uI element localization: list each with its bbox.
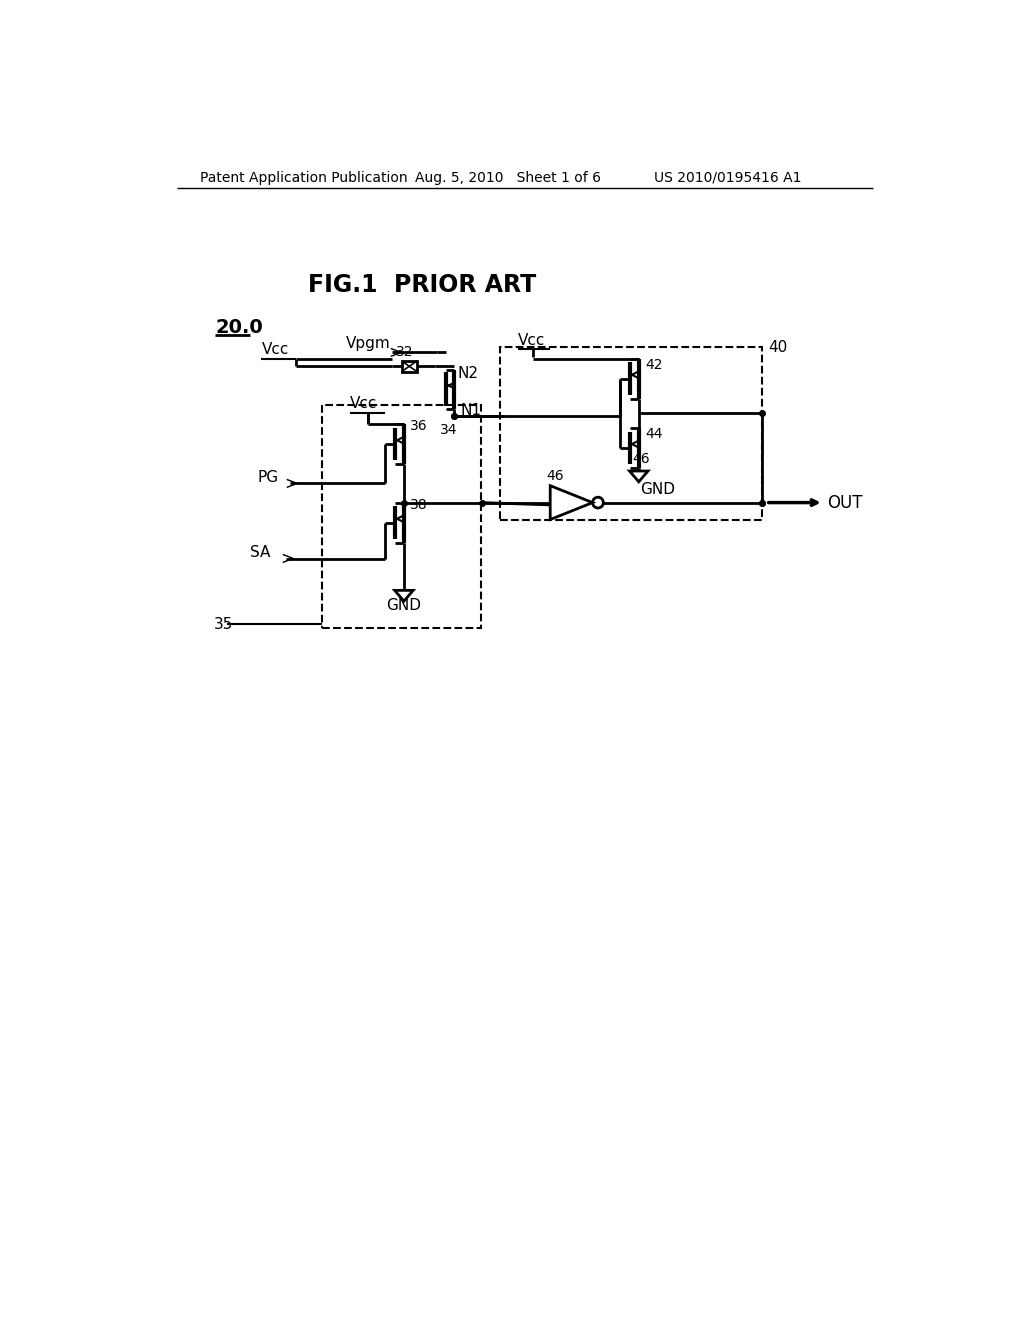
Text: 20.0: 20.0	[215, 318, 263, 338]
Text: SA: SA	[250, 545, 270, 560]
Text: GND: GND	[386, 598, 422, 612]
Text: Vpgm: Vpgm	[346, 335, 391, 351]
Text: Vcc: Vcc	[261, 342, 289, 356]
Text: 44: 44	[645, 428, 663, 441]
Text: US 2010/0195416 A1: US 2010/0195416 A1	[654, 170, 802, 185]
Text: N2: N2	[458, 367, 479, 381]
Text: 40: 40	[768, 339, 787, 355]
Text: >: >	[388, 343, 402, 362]
Text: PG: PG	[258, 470, 279, 484]
Text: >: >	[285, 474, 299, 492]
Text: 36: 36	[410, 420, 428, 433]
Text: 46: 46	[547, 469, 564, 483]
Bar	[401, 360, 417, 372]
Text: OUT: OUT	[827, 494, 863, 512]
Text: >: >	[281, 550, 295, 568]
Text: Aug. 5, 2010   Sheet 1 of 6: Aug. 5, 2010 Sheet 1 of 6	[416, 170, 601, 185]
Text: 38: 38	[410, 498, 428, 512]
Text: FIG.1  PRIOR ART: FIG.1 PRIOR ART	[307, 273, 536, 297]
Text: Patent Application Publication: Patent Application Publication	[200, 170, 408, 185]
Bar	[500, 347, 762, 520]
Text: N1: N1	[460, 403, 481, 417]
Text: GND: GND	[640, 482, 675, 498]
Text: Vcc: Vcc	[350, 396, 378, 411]
Text: 42: 42	[645, 358, 663, 372]
Text: 34: 34	[440, 424, 458, 437]
Text: 35: 35	[214, 616, 233, 632]
Text: 46: 46	[633, 451, 650, 466]
Text: 32: 32	[396, 346, 414, 359]
Text: Vcc: Vcc	[518, 333, 545, 347]
Bar	[322, 405, 481, 628]
